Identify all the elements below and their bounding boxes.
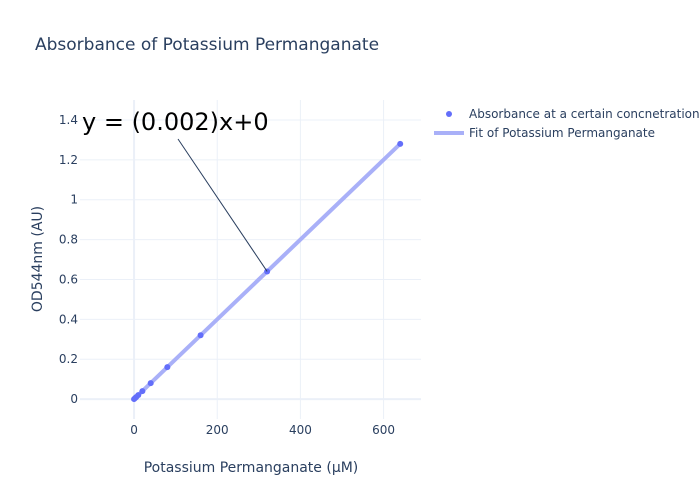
data-point [147, 380, 154, 387]
y-axis-title: OD544nm (AU) [30, 206, 46, 312]
x-tick-label: 600 [372, 423, 395, 437]
y-tick-label: 0 [70, 392, 78, 406]
legend-label-markers: Absorbance at a certain concnetration [469, 107, 700, 121]
y-tick-label: 1 [70, 193, 78, 207]
x-tick-label: 0 [130, 423, 138, 437]
annotation-arrow [177, 138, 268, 272]
x-axis-title: Potassium Permanganate (μM) [144, 460, 359, 476]
legend-item-markers[interactable]: Absorbance at a certain concnetration [446, 107, 700, 121]
y-grid [80, 119, 421, 360]
y-tick-label: 1.2 [59, 153, 78, 167]
x-grid [216, 100, 385, 419]
plot-background [80, 100, 421, 419]
y-tick-labels: 0 0.2 0.4 0.6 0.8 1 1.2 1.4 [59, 113, 78, 406]
y-tick-label: 0.2 [59, 352, 78, 366]
y-tick-label: 0.6 [59, 272, 78, 286]
y-tick-label: 0.8 [59, 233, 78, 247]
legend[interactable]: Absorbance at a certain concnetration Fi… [434, 107, 700, 140]
chart-title: Absorbance of Potassium Permanganate [35, 35, 379, 55]
plot-area [80, 100, 421, 419]
legend-label-line: Fit of Potassium Permanganate [469, 126, 655, 140]
data-point [164, 364, 171, 371]
y-tick-label: 1.4 [59, 113, 78, 127]
data-point [139, 388, 146, 395]
data-point [397, 140, 404, 147]
data-point [197, 332, 204, 339]
annotation-text: y = (0.002)x+0 [82, 108, 269, 136]
y-tick-label: 0.4 [59, 312, 78, 326]
legend-item-line[interactable]: Fit of Potassium Permanganate [434, 126, 655, 140]
x-tick-label: 400 [289, 423, 312, 437]
x-tick-labels: 0 200 400 600 [130, 423, 395, 437]
legend-marker-icon [446, 111, 452, 117]
data-point [135, 392, 142, 399]
annotation: y = (0.002)x+0 [82, 108, 269, 272]
x-tick-label: 200 [206, 423, 229, 437]
